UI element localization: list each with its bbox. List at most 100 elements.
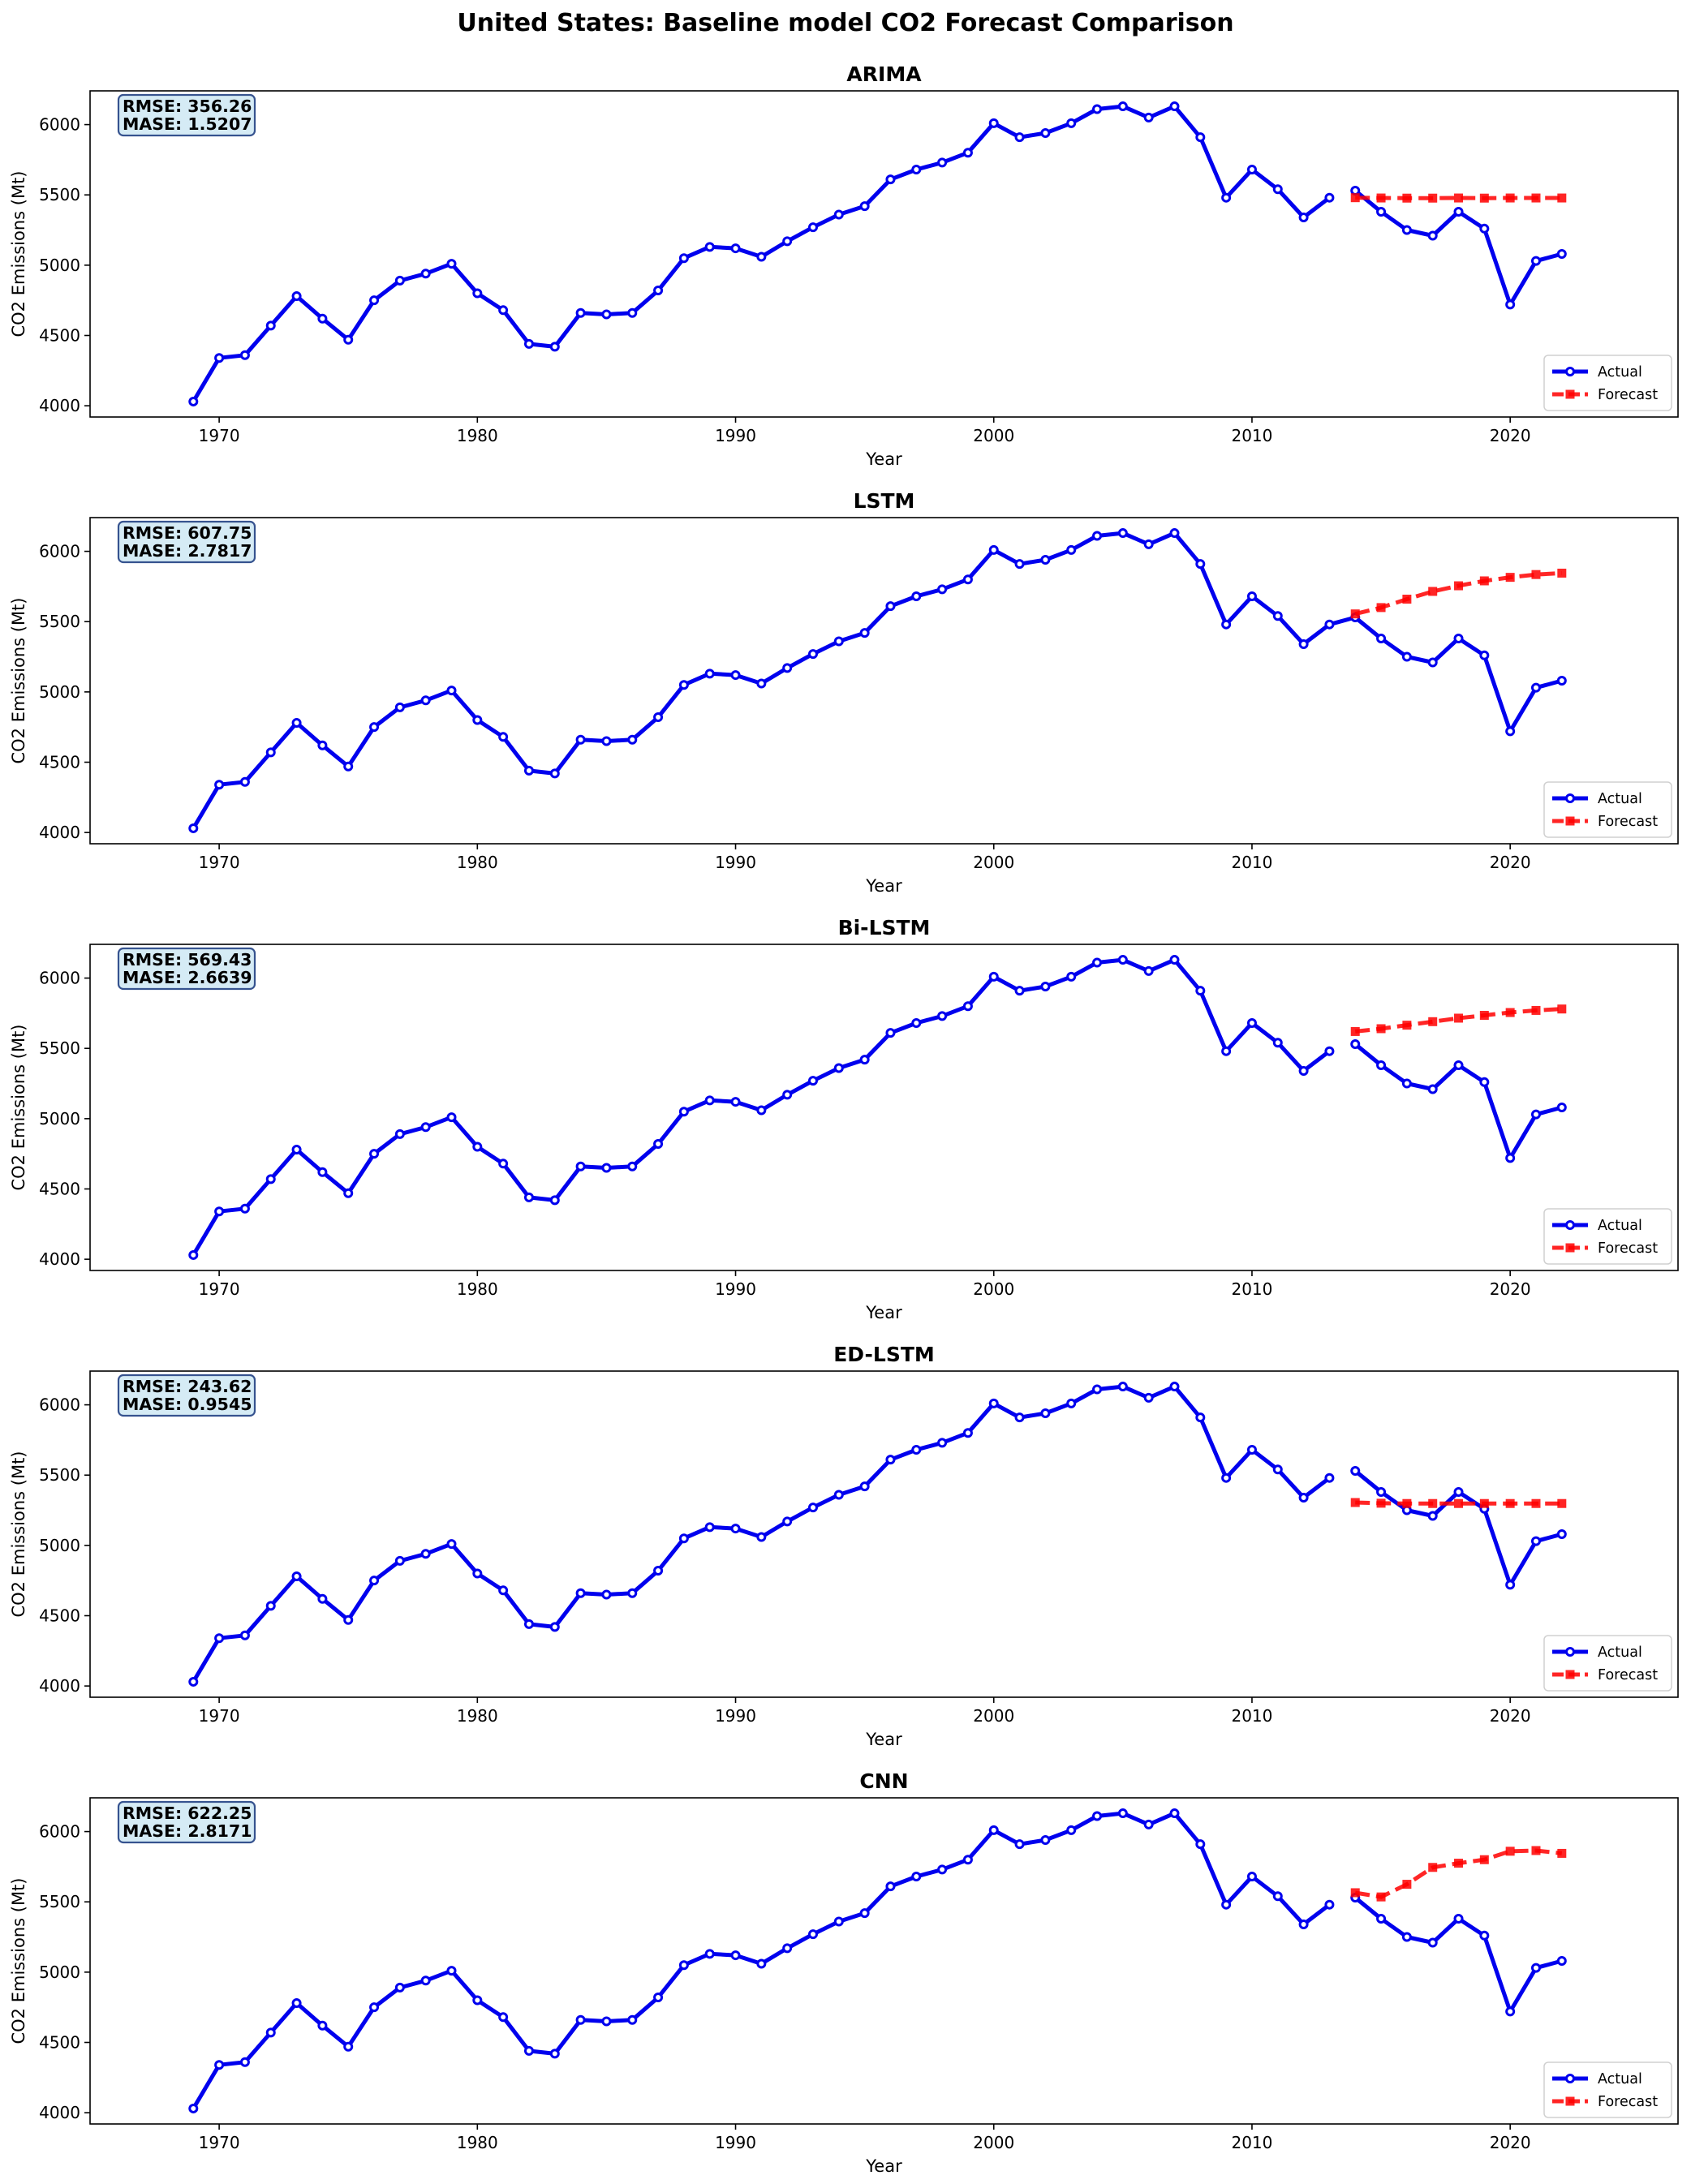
actual-point [214, 353, 225, 363]
actual-point [730, 243, 741, 254]
actual-point [885, 1881, 896, 1892]
actual-point [1014, 559, 1025, 570]
forecast-legend-marker [1565, 816, 1575, 826]
forecast-point [1376, 1498, 1386, 1508]
y-tick-label: 4000 [39, 396, 80, 415]
actual-point [523, 765, 534, 776]
actual-point [343, 1188, 354, 1198]
actual-point [394, 1555, 405, 1566]
actual-point [1221, 192, 1232, 203]
y-tick-label: 4000 [39, 1676, 80, 1696]
actual-point [653, 1566, 664, 1576]
actual-point [1530, 256, 1541, 266]
x-tick-label: 1970 [199, 2133, 240, 2152]
actual-point [1169, 1808, 1180, 1819]
forecast-point [1402, 193, 1412, 203]
forecast-point [1376, 1892, 1386, 1902]
actual-point [627, 1161, 638, 1172]
actual-legend-marker [1565, 1647, 1575, 1657]
actual-point [601, 1589, 612, 1600]
actual-point [1040, 554, 1051, 565]
actual-point [188, 1249, 199, 1260]
actual-point [601, 309, 612, 320]
subplot-ed-lstm: ED-LSTM 4000 4500 5000 5500 6000 1970 1980 1990 2… [9, 1343, 1679, 1749]
forecast-series-line [1355, 196, 1562, 200]
forecast-point [1350, 609, 1360, 619]
actual-point [1505, 1580, 1516, 1590]
x-tick-label: 1980 [457, 2133, 498, 2152]
forecast-point [1557, 1498, 1567, 1508]
actual-point [265, 747, 276, 758]
actual-point [730, 670, 741, 681]
actual-point [937, 1864, 948, 1875]
mase-metric: MASE: 2.7817 [123, 541, 252, 561]
actual-point [1014, 1839, 1025, 1850]
actual-point [1479, 1930, 1490, 1941]
x-tick-label: 1990 [715, 426, 756, 445]
actual-point [1505, 726, 1516, 737]
x-tick-label: 2020 [1490, 1279, 1531, 1299]
actual-legend-marker [1565, 793, 1575, 803]
actual-point [265, 320, 276, 331]
forecast-point [1505, 193, 1515, 203]
y-tick-label: 6000 [39, 969, 80, 988]
actual-point [291, 1997, 302, 2008]
actual-point [1066, 1825, 1077, 1835]
x-tick-label: 1990 [715, 1279, 756, 1299]
actual-point [1246, 1872, 1257, 1882]
actual-point [1427, 1511, 1438, 1521]
x-tick-label: 1990 [715, 1706, 756, 1726]
actual-point [859, 1055, 870, 1065]
metrics-box [117, 1374, 256, 1417]
actual-legend-label: Actual [1598, 364, 1642, 380]
actual-point [214, 2060, 225, 2070]
actual-point [962, 1001, 973, 1012]
forecast-point [1505, 1008, 1515, 1017]
actual-point [549, 1622, 560, 1632]
metrics-box [117, 520, 256, 564]
forecast-legend-label: Forecast [1598, 1667, 1658, 1683]
forecast-point [1531, 1846, 1541, 1855]
actual-point [1556, 1956, 1567, 1966]
actual-point [988, 118, 999, 128]
actual-point [1350, 1039, 1361, 1050]
actual-point [523, 1619, 534, 1629]
actual-point [1040, 1834, 1051, 1845]
actual-point [1246, 1018, 1257, 1029]
actual-point [1066, 1398, 1077, 1408]
actual-point [317, 2020, 328, 2031]
forecast-point [1376, 193, 1386, 203]
actual-point [1272, 1891, 1283, 1902]
actual-point [1092, 957, 1103, 968]
actual-point [188, 2103, 199, 2113]
rmse-metric: RMSE: 243.62 [123, 1377, 252, 1396]
actual-point [704, 669, 715, 679]
forecast-point [1479, 576, 1489, 586]
actual-point [1246, 165, 1257, 175]
actual-point [1427, 657, 1438, 668]
actual-point [756, 1105, 767, 1116]
actual-point [317, 740, 328, 750]
actual-legend-label: Actual [1598, 2071, 1642, 2087]
actual-point [911, 1018, 922, 1029]
actual-point [446, 1966, 457, 1976]
y-tick-label: 4000 [39, 2103, 80, 2122]
forecast-point [1428, 1863, 1438, 1872]
x-tick-label: 1990 [715, 2133, 756, 2152]
actual-point [937, 1438, 948, 1448]
actual-point [1479, 650, 1490, 660]
y-tick-label: 5500 [39, 185, 80, 204]
actual-point [1117, 955, 1128, 965]
y-tick-label: 4000 [39, 823, 80, 842]
actual-point [291, 1571, 302, 1581]
y-axis-label: CO2 Emissions (Mt) [9, 1024, 28, 1190]
mase-metric: MASE: 2.8171 [123, 1821, 252, 1841]
actual-point [1479, 1077, 1490, 1087]
actual-point [1479, 223, 1490, 234]
actual-point [756, 678, 767, 689]
legend-box [1543, 1635, 1672, 1692]
y-tick-label: 4500 [39, 326, 80, 346]
actual-point [239, 350, 250, 360]
x-axis-label: Year [865, 449, 902, 469]
